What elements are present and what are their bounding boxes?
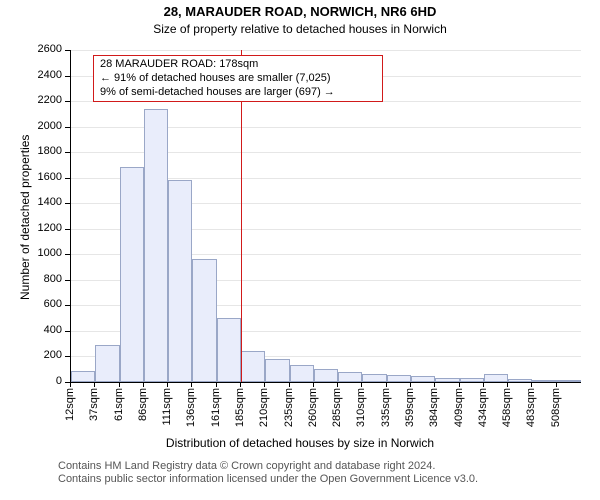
y-tick: 2400 (65, 76, 70, 77)
gridline-h (71, 50, 581, 51)
x-tick-label: 285sqm (331, 388, 343, 427)
histogram-bar (387, 375, 411, 382)
y-tick-label: 2000 (38, 120, 62, 132)
x-tick-label: 260sqm (307, 388, 319, 427)
histogram-bar (411, 376, 435, 382)
footer-line-2: Contains public sector information licen… (58, 473, 478, 486)
info-line-3: 9% of semi-detached houses are larger (6… (100, 86, 376, 100)
histogram-bar (290, 365, 314, 382)
x-tick-label: 384sqm (428, 388, 440, 427)
x-tick-label: 161sqm (210, 388, 222, 427)
histogram-bar (217, 318, 241, 382)
y-tick-label: 1400 (38, 196, 62, 208)
x-tick-label: 210sqm (258, 388, 270, 427)
info-box: 28 MARAUDER ROAD: 178sqm ← 91% of detach… (93, 55, 383, 102)
x-tick-label: 136sqm (185, 388, 197, 427)
y-tick-label: 1000 (38, 247, 62, 259)
x-tick-label: 409sqm (453, 388, 465, 427)
x-tick-label: 111sqm (161, 388, 173, 426)
histogram-bar (120, 167, 144, 382)
histogram-bar (192, 259, 216, 382)
x-axis-label: Distribution of detached houses by size … (0, 436, 600, 450)
x-tick-label: 359sqm (404, 388, 416, 427)
y-tick: 800 (65, 280, 70, 281)
info-line-1: 28 MARAUDER ROAD: 178sqm (100, 58, 376, 72)
histogram-bar (557, 380, 581, 382)
page-title: 28, MARAUDER ROAD, NORWICH, NR6 6HD (0, 4, 600, 19)
y-tick: 1800 (65, 152, 70, 153)
histogram-bar (265, 359, 289, 382)
page-subtitle: Size of property relative to detached ho… (0, 22, 600, 36)
y-tick: 200 (65, 356, 70, 357)
x-tick-label: 508sqm (550, 388, 562, 427)
x-tick-label: 235sqm (283, 388, 295, 427)
y-tick-label: 800 (44, 273, 62, 285)
y-tick-label: 2200 (38, 94, 62, 106)
footer: Contains HM Land Registry data © Crown c… (58, 460, 478, 486)
histogram-bar (508, 379, 532, 382)
y-axis-label: Number of detached properties (18, 135, 32, 300)
x-tick-label: 12sqm (64, 388, 76, 421)
y-tick: 1600 (65, 178, 70, 179)
y-tick-label: 1200 (38, 222, 62, 234)
histogram-bar (144, 109, 168, 382)
x-tick-label: 335sqm (380, 388, 392, 427)
y-tick-label: 0 (56, 375, 62, 387)
histogram-bar (71, 371, 95, 382)
chart-container: { "layout": { "width": 600, "height": 50… (0, 0, 600, 500)
y-tick: 1200 (65, 229, 70, 230)
histogram-bar (95, 345, 119, 382)
info-line-2: ← 91% of detached houses are smaller (7,… (100, 72, 376, 86)
x-tick-label: 185sqm (234, 388, 246, 427)
y-tick: 600 (65, 305, 70, 306)
y-tick: 1400 (65, 203, 70, 204)
x-tick-label: 434sqm (477, 388, 489, 427)
histogram-bar (435, 378, 459, 382)
y-tick-label: 600 (44, 298, 62, 310)
histogram-bar (168, 180, 192, 382)
footer-line-1: Contains HM Land Registry data © Crown c… (58, 460, 478, 473)
histogram-bar (314, 369, 338, 382)
histogram-bar (241, 351, 265, 382)
x-tick-label: 458sqm (501, 388, 513, 427)
histogram-bar (460, 378, 484, 382)
y-tick-label: 2400 (38, 69, 62, 81)
x-tick-label: 483sqm (525, 388, 537, 427)
x-tick-label: 86sqm (137, 388, 149, 421)
y-tick-label: 2600 (38, 43, 62, 55)
x-tick-label: 61sqm (113, 388, 125, 421)
histogram-bar (484, 374, 508, 382)
y-tick: 2000 (65, 127, 70, 128)
y-tick-label: 400 (44, 324, 62, 336)
y-tick: 2200 (65, 101, 70, 102)
histogram-bar (532, 380, 556, 382)
y-tick: 2600 (65, 50, 70, 51)
y-tick-label: 200 (44, 349, 62, 361)
y-tick: 400 (65, 331, 70, 332)
x-tick-label: 37sqm (88, 388, 100, 421)
histogram-bar (338, 372, 362, 382)
x-tick-label: 310sqm (355, 388, 367, 427)
y-tick-label: 1800 (38, 145, 62, 157)
y-tick: 1000 (65, 254, 70, 255)
histogram-bar (362, 374, 386, 382)
y-tick-label: 1600 (38, 171, 62, 183)
